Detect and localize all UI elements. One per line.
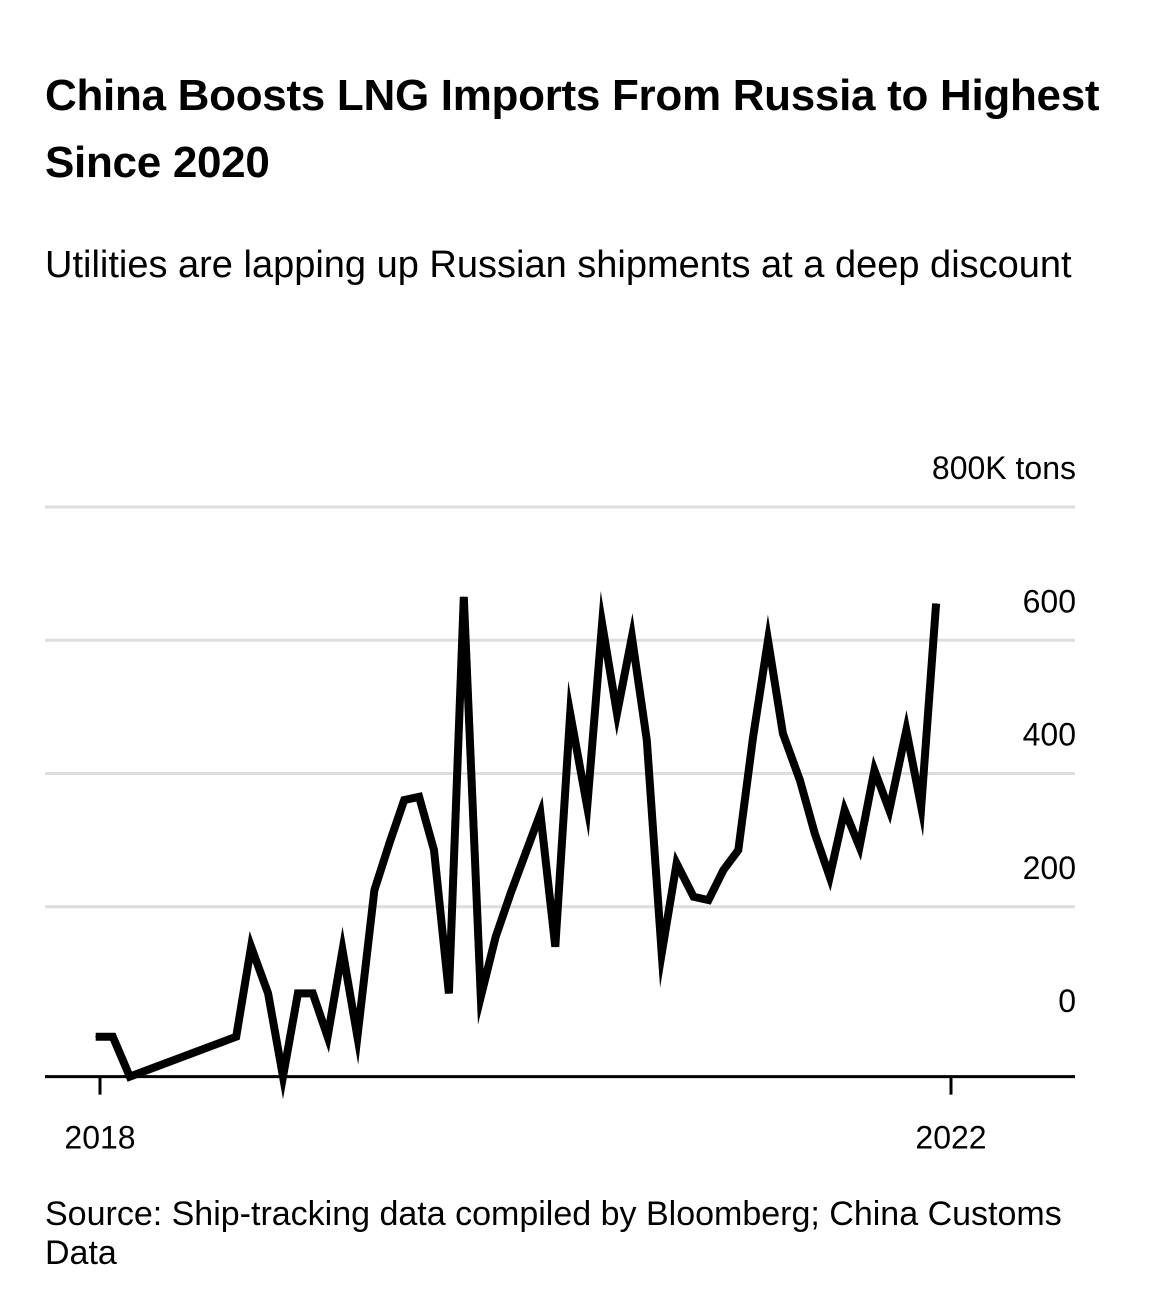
data-point — [448, 992, 450, 994]
data-point — [356, 1036, 358, 1038]
data-point — [569, 713, 571, 714]
data-point — [418, 796, 420, 798]
data-point — [601, 623, 603, 625]
data-point — [388, 843, 390, 844]
data-point — [905, 729, 907, 731]
y-axis-labels: 800K tons 600 400 200 0 — [932, 450, 1076, 1019]
data-point — [708, 899, 709, 901]
source-note: Source: Ship-tracking data compiled by B… — [45, 1195, 1062, 1272]
data-point — [235, 1036, 237, 1038]
data-point — [844, 809, 846, 811]
data-point — [342, 949, 343, 951]
data-point — [267, 992, 269, 994]
data-point — [129, 1076, 131, 1078]
data-point — [525, 852, 526, 854]
data-point — [935, 603, 937, 605]
y-tick-label: 200 — [1023, 850, 1076, 886]
data-point — [737, 849, 739, 851]
data-point — [782, 733, 784, 734]
data-point — [693, 896, 695, 898]
data-point — [297, 992, 299, 994]
data-point — [799, 779, 801, 781]
data-point — [250, 946, 252, 948]
data-point — [373, 889, 375, 891]
data-point — [586, 806, 588, 808]
series-layer — [95, 590, 941, 1100]
data-point — [495, 936, 497, 938]
data-point — [510, 892, 512, 894]
y-tick-label: 400 — [1023, 717, 1076, 753]
data-point — [616, 713, 618, 714]
data-point — [112, 1036, 114, 1038]
data-point — [722, 869, 724, 871]
y-tick-label: 800K tons — [932, 450, 1076, 486]
series-line-0 — [95, 590, 941, 1100]
data-point — [888, 809, 890, 811]
y-tick-label: 600 — [1023, 583, 1076, 619]
data-point — [312, 992, 314, 994]
data-point — [873, 769, 875, 771]
x-tick-label: 2018 — [64, 1120, 135, 1156]
data-point — [676, 862, 678, 864]
data-point — [554, 946, 556, 948]
data-point — [480, 996, 482, 998]
data-point — [539, 813, 541, 814]
data-point — [631, 636, 633, 638]
data-point — [767, 639, 769, 641]
x-axis: 2018 2022 — [45, 1075, 1075, 1156]
data-point — [814, 833, 816, 834]
x-tick-label: 2022 — [915, 1120, 986, 1156]
data-point — [95, 1036, 97, 1038]
chart-title: China Boosts LNG Imports From Russia to … — [45, 71, 1100, 187]
data-point — [661, 952, 663, 954]
y-tick-label: 0 — [1058, 983, 1076, 1019]
line-chart: 800K tons 600 400 200 0 2018 2022 — [45, 450, 1076, 1156]
data-point — [859, 846, 860, 848]
data-point — [433, 849, 435, 851]
chart-subtitle: Utilities are lapping up Russian shipmen… — [45, 244, 1072, 286]
data-point — [403, 799, 405, 801]
data-point — [463, 596, 465, 598]
data-point — [327, 1036, 329, 1038]
data-point — [829, 876, 831, 878]
data-point — [646, 739, 648, 741]
data-point — [920, 806, 922, 808]
data-point — [282, 1076, 284, 1078]
data-point — [752, 736, 754, 738]
